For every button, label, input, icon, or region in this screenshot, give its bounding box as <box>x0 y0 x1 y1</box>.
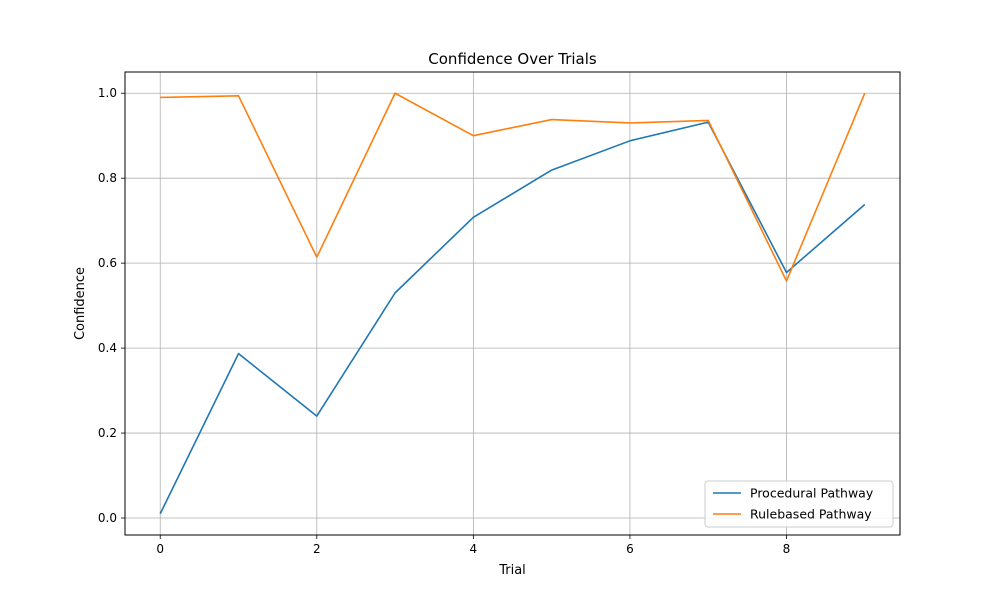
legend-label-1: Rulebased Pathway <box>750 507 872 522</box>
series-lines <box>159 92 866 515</box>
y-tick-label: 0.0 <box>98 511 117 525</box>
chart-title: Confidence Over Trials <box>428 50 597 68</box>
y-tick-label: 0.6 <box>98 256 117 270</box>
y-tick-label: 0.2 <box>98 426 117 440</box>
series-line-1 <box>160 92 866 282</box>
legend-label-0: Procedural Pathway <box>750 486 874 501</box>
legend-box <box>704 480 894 528</box>
x-axis-label: Trial <box>498 563 526 578</box>
y-tick-label: 0.8 <box>98 171 117 185</box>
x-tick-label: 4 <box>470 542 478 556</box>
axis-ticks: 0 2 4 6 8 0.0 0.2 0.4 0.6 0.8 1.0 <box>98 86 790 556</box>
x-tick-label: 2 <box>313 542 321 556</box>
y-tick-label: 0.4 <box>98 341 117 355</box>
grid <box>125 72 900 535</box>
x-tick-label: 6 <box>626 542 634 556</box>
legend: Procedural Pathway Rulebased Pathway <box>704 480 894 528</box>
y-axis-label: Confidence <box>73 267 88 340</box>
x-tick-label: 8 <box>783 542 791 556</box>
plot-frame <box>124 71 901 536</box>
series-line-0 <box>159 121 866 515</box>
y-tick-label: 1.0 <box>98 86 117 100</box>
x-tick-label: 0 <box>156 542 164 556</box>
